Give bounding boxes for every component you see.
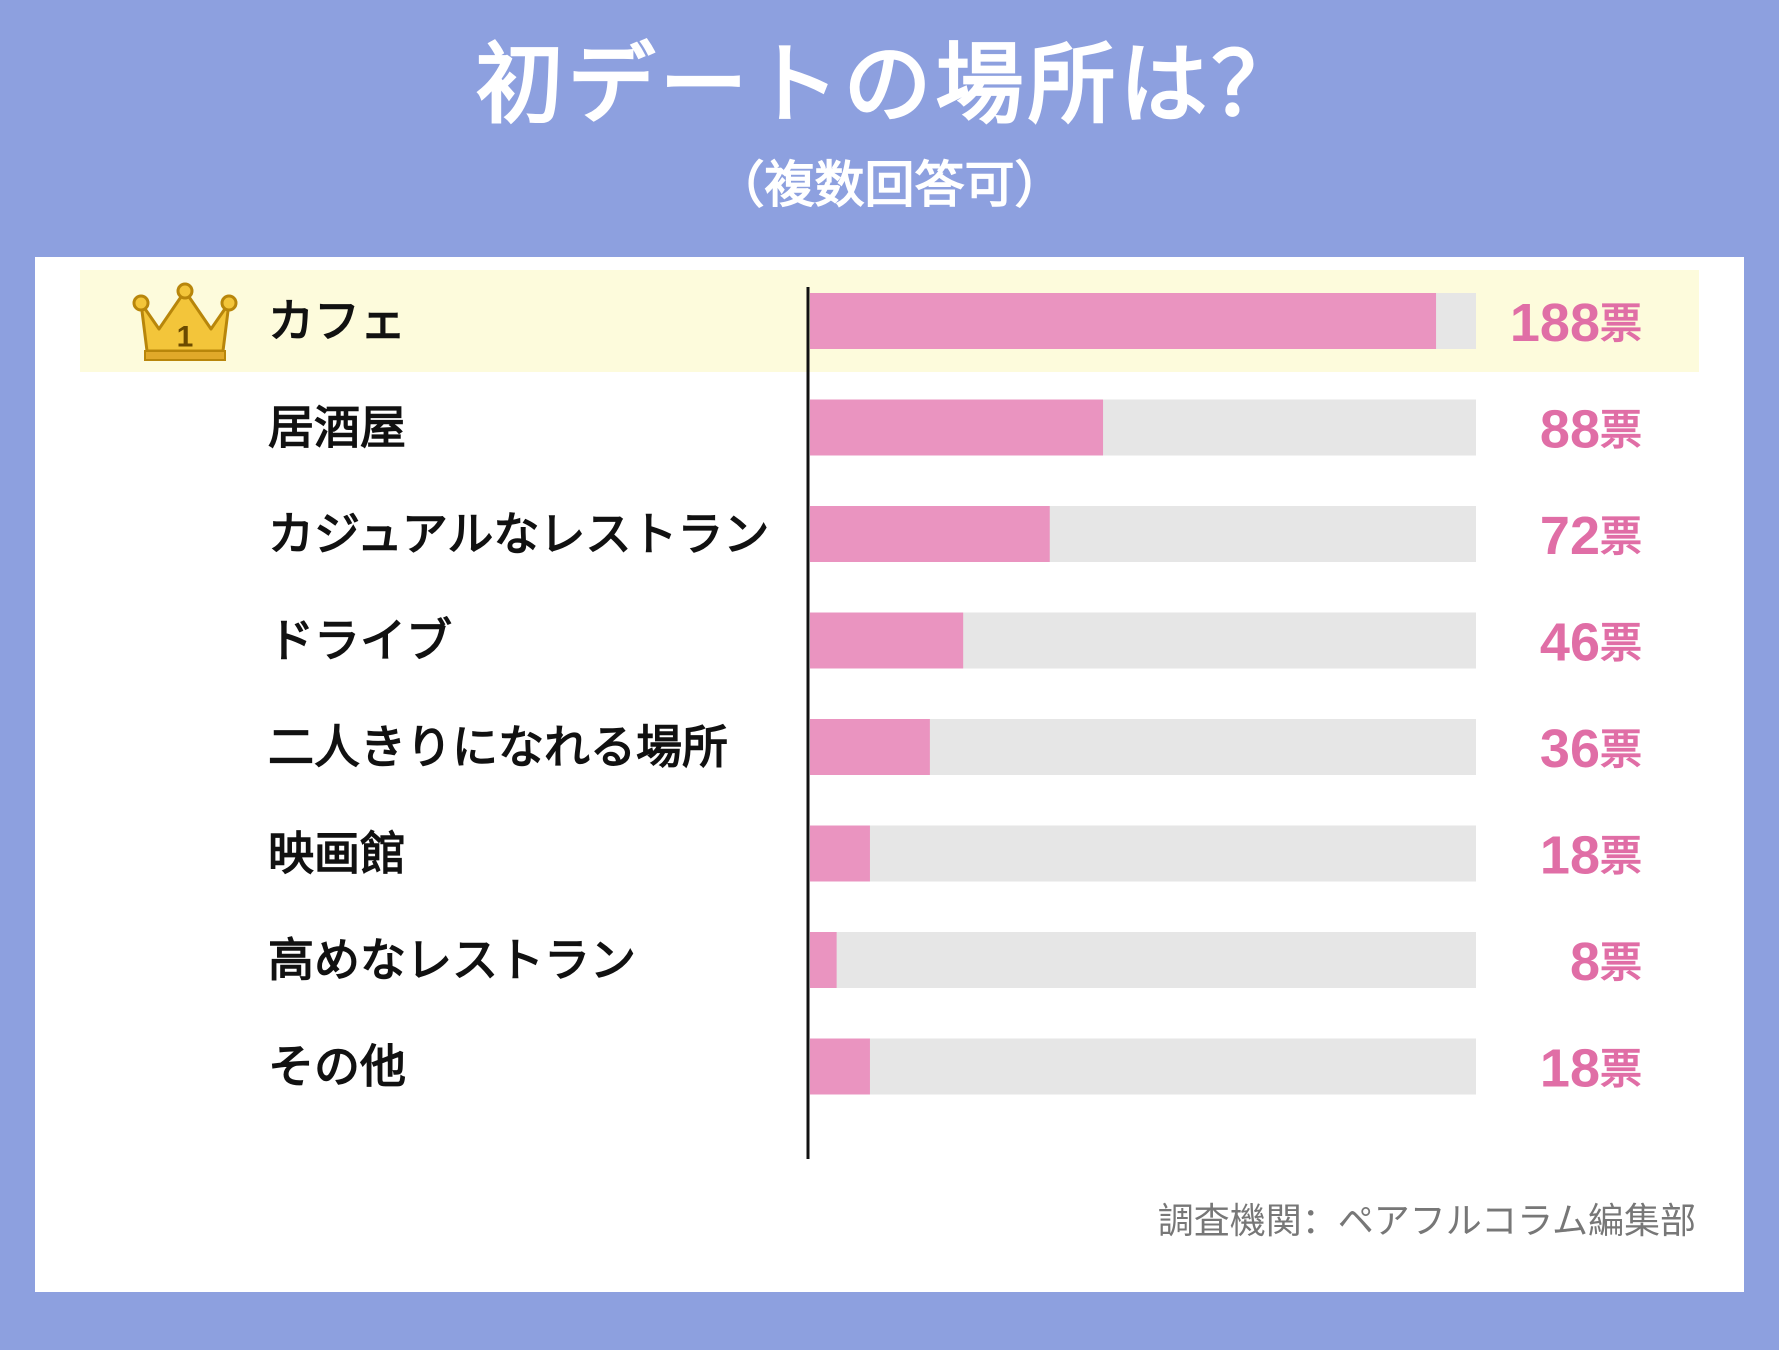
category-label: 二人きりになれる場所 <box>268 720 728 774</box>
category-label: 居酒屋 <box>268 401 406 455</box>
category-label: ドライブ <box>268 614 452 668</box>
category-label: カフェ <box>268 294 406 348</box>
crown-icon: 1 <box>132 282 238 361</box>
bar-3 <box>810 612 964 669</box>
value-label: 88票 <box>1540 400 1642 460</box>
bar-7 <box>810 1038 870 1095</box>
value-label: 46票 <box>1540 613 1642 673</box>
source-credit: 調査機関：ペアフルコラム編集部 <box>1157 1201 1696 1242</box>
bar-0 <box>810 293 1437 349</box>
value-label: 18票 <box>1540 1039 1642 1099</box>
value-label: 18票 <box>1540 826 1642 886</box>
value-label: 188票 <box>1510 293 1642 353</box>
chart-subtitle: （複数回答可） <box>714 156 1065 214</box>
bar-track <box>810 825 1476 882</box>
bar-track <box>810 1038 1476 1095</box>
category-label: 映画館 <box>268 827 406 881</box>
bar-5 <box>810 825 870 882</box>
chart-title: 初デートの場所は？ <box>475 33 1304 136</box>
category-label: その他 <box>268 1040 406 1094</box>
bar-track <box>810 932 1476 988</box>
bar-6 <box>810 932 837 988</box>
category-label: 高めなレストラン <box>268 933 636 987</box>
bar-2 <box>810 506 1050 562</box>
chart-panel: カフェ 188票居酒屋 88票カジュアルなレストラン 72票ドライブ 46票二人きりにな… <box>35 257 1744 1292</box>
rank-number: 1 <box>177 321 194 354</box>
value-label: 8票 <box>1570 932 1642 992</box>
value-label: 72票 <box>1540 506 1642 566</box>
bar-1 <box>810 399 1104 456</box>
bar-4 <box>810 719 930 775</box>
category-label: カジュアルなレストラン <box>268 507 769 561</box>
value-label: 36票 <box>1540 719 1642 779</box>
